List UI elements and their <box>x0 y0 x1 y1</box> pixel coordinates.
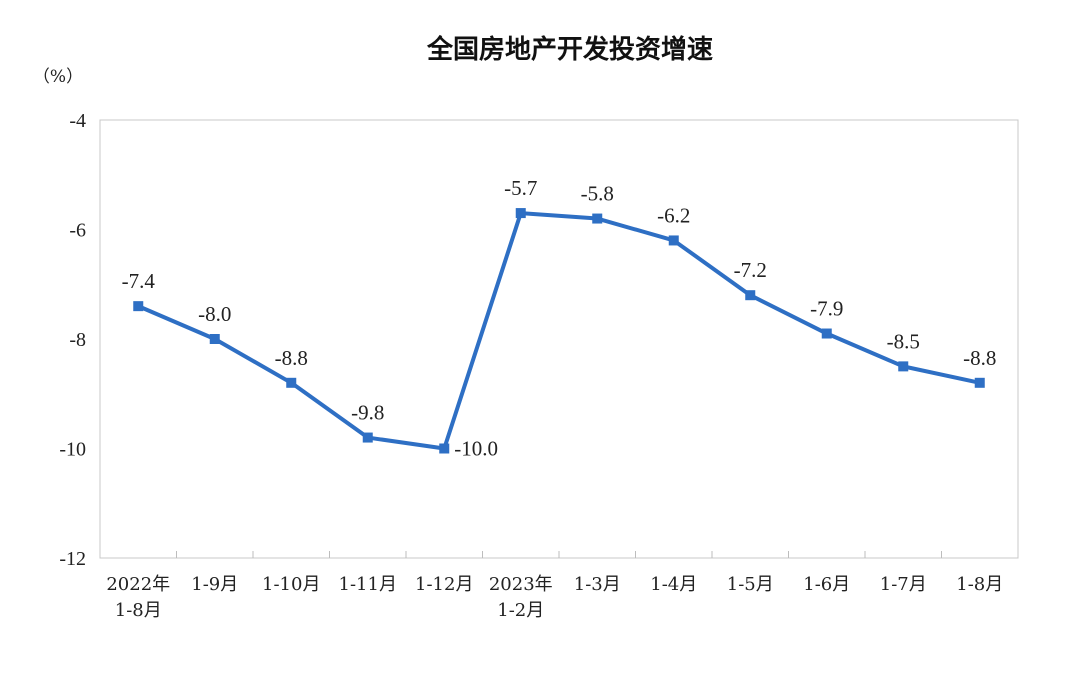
series-group: -7.4 -8.0 -8.8 -9.8 -10.0 -5.7 -5.8 -6.2 -7.2 -7.… <box>122 176 997 460</box>
y-tick-label: -8 <box>69 329 86 351</box>
y-axis-unit-label: （%） <box>33 67 83 87</box>
data-point-marker <box>515 208 526 219</box>
x-tick-label: 1-11月 <box>339 574 397 595</box>
data-point-marker <box>362 432 373 443</box>
data-point-marker <box>286 377 297 388</box>
x-axis: 2022年 1-8月 1-9月 1-10月 1-11月 1-12月 2023年 1-2月 1-3… <box>106 551 1003 621</box>
data-label: -7.9 <box>810 297 843 321</box>
x-tick-label: 1-8月 <box>956 574 1003 595</box>
y-axis-ticks: -4 -6 -8 -10 -12 <box>59 110 86 570</box>
data-label: -6.2 <box>657 203 690 227</box>
x-tick-label: 1-5月 <box>727 574 774 595</box>
data-point-marker <box>592 213 603 224</box>
data-label: -5.8 <box>581 182 614 206</box>
x-tick-label: 1-2月 <box>497 600 544 621</box>
data-label: -9.8 <box>351 401 384 425</box>
y-tick-label: -10 <box>59 439 86 461</box>
data-point-marker <box>898 361 909 372</box>
data-label: -8.8 <box>275 346 308 370</box>
data-point-marker <box>668 235 679 246</box>
data-label: -7.4 <box>122 269 156 293</box>
y-tick-label: -6 <box>69 220 86 242</box>
data-point-marker <box>974 377 985 388</box>
series-line <box>136 211 982 451</box>
x-tick-label: 1-3月 <box>574 574 621 595</box>
data-label: -10.0 <box>454 437 498 461</box>
y-tick-label: -12 <box>59 548 86 570</box>
x-tick-label: 1-9月 <box>191 574 238 595</box>
x-tick-label: 1-12月 <box>415 574 473 595</box>
data-point-marker <box>439 443 450 454</box>
data-point-marker <box>209 334 220 344</box>
x-tick-label: 1-6月 <box>803 574 850 595</box>
x-tick-label: 1-4月 <box>650 574 697 595</box>
data-label: -8.5 <box>887 329 920 353</box>
x-tick-label: 2023年 <box>489 574 553 595</box>
x-tick-label: 1-7月 <box>880 574 927 595</box>
data-label: -8.8 <box>963 346 996 370</box>
plot-area-frame <box>99 119 1019 559</box>
data-point-marker <box>133 301 144 312</box>
x-tick-label: 1-10月 <box>262 574 320 595</box>
chart-title: 全国房地产开发投资增速 <box>426 34 713 65</box>
data-label: -7.2 <box>734 258 767 282</box>
data-point-marker <box>745 290 756 301</box>
data-label: -5.7 <box>504 176 537 200</box>
x-tick-label: 1-8月 <box>115 600 162 621</box>
x-tick-label: 2022年 <box>106 574 170 595</box>
data-label: -8.0 <box>198 302 231 326</box>
y-tick-label: -4 <box>69 110 86 132</box>
data-point-marker <box>821 328 832 339</box>
